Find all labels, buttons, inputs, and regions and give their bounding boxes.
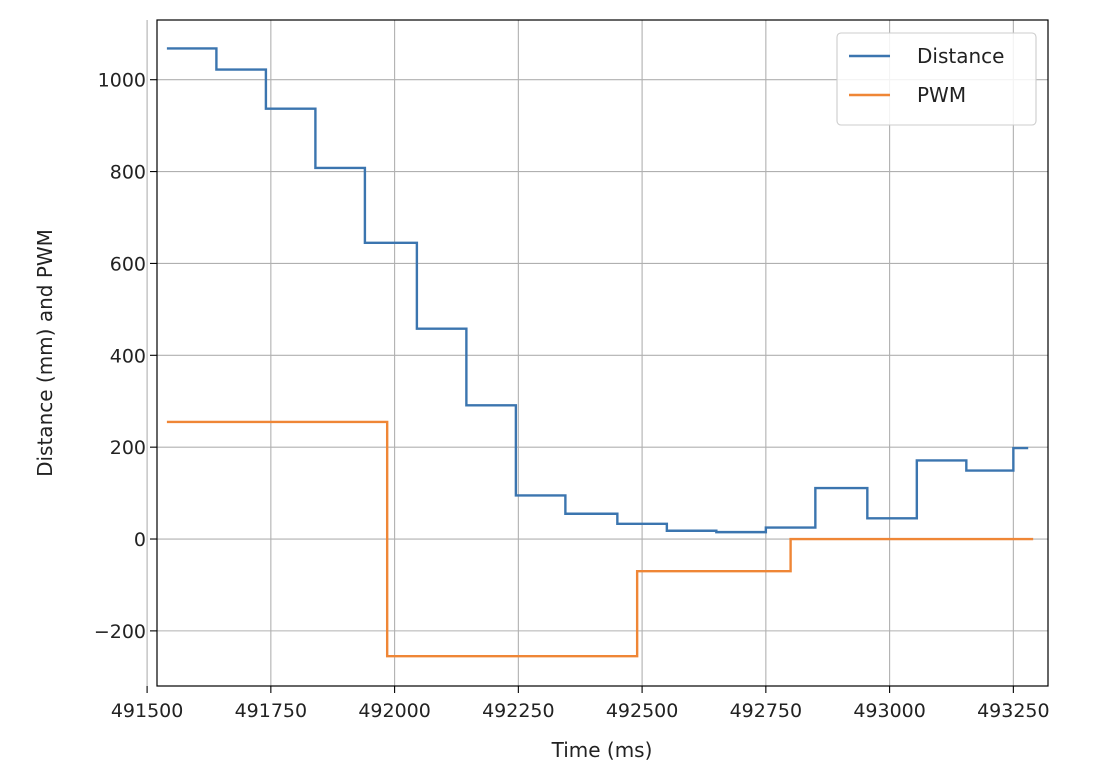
legend-label-distance: Distance (917, 44, 1004, 68)
x-tick-label: 491750 (235, 700, 308, 722)
y-tick-label: 400 (110, 345, 146, 367)
x-tick-label: 492000 (358, 700, 431, 722)
legend-label-pwm: PWM (917, 83, 966, 107)
y-tick-label: 800 (110, 162, 146, 184)
x-tick-label: 492500 (606, 700, 679, 722)
y-axis-label: Distance (mm) and PWM (33, 229, 57, 477)
series-layer (166, 47, 1034, 658)
x-tick-label: 493000 (853, 700, 926, 722)
y-tick-label: −200 (94, 621, 146, 643)
x-tick-label: 493250 (977, 700, 1050, 722)
x-tick-label: 492750 (730, 700, 803, 722)
y-tick-label: 200 (110, 437, 146, 459)
ticks: 491500 491750 492000 492250 492500 492750 4930… (94, 70, 1050, 722)
legend: Distance PWM (836, 32, 1037, 126)
plot-frame (156, 19, 1049, 687)
y-tick-label: 600 (110, 253, 146, 275)
x-axis-label: Time (ms) (551, 738, 653, 762)
series-line-distance (166, 47, 1029, 534)
y-tick-label: 1000 (98, 70, 146, 92)
series-line-pwm (166, 420, 1034, 658)
y-tick-label: 0 (134, 529, 146, 551)
x-tick-label: 491500 (111, 700, 184, 722)
x-tick-label: 492250 (482, 700, 555, 722)
